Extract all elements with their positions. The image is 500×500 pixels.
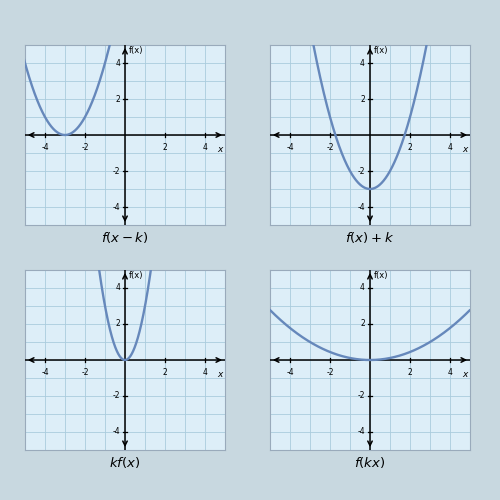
Text: -2: -2 [81, 143, 89, 152]
Text: 2: 2 [162, 143, 168, 152]
Text: -4: -4 [286, 143, 294, 152]
Text: 4: 4 [202, 143, 207, 152]
Text: f(x): f(x) [128, 46, 143, 55]
Text: 4: 4 [360, 284, 365, 292]
Text: -4: -4 [112, 202, 120, 211]
Text: 2: 2 [408, 368, 412, 377]
Text: 2: 2 [115, 94, 120, 104]
Text: 2: 2 [162, 368, 168, 377]
Text: 4: 4 [360, 58, 365, 68]
Text: -4: -4 [358, 202, 365, 211]
Text: $f(kx)$: $f(kx)$ [354, 455, 386, 470]
Text: $f(x-k)$: $f(x-k)$ [101, 230, 149, 245]
Text: 4: 4 [448, 143, 452, 152]
Text: x: x [462, 370, 468, 379]
Text: 2: 2 [115, 320, 120, 328]
Text: -2: -2 [112, 166, 120, 175]
Text: -4: -4 [41, 143, 49, 152]
Text: -2: -2 [326, 143, 334, 152]
Text: f(x): f(x) [374, 46, 388, 55]
Text: -4: -4 [112, 428, 120, 436]
Text: 2: 2 [360, 94, 365, 104]
Text: 4: 4 [202, 368, 207, 377]
Text: $kf(x)$: $kf(x)$ [110, 455, 140, 470]
Text: -2: -2 [326, 368, 334, 377]
Text: 4: 4 [448, 368, 452, 377]
Text: $f(x)+k$: $f(x)+k$ [346, 230, 395, 245]
Text: -2: -2 [112, 392, 120, 400]
Text: 2: 2 [408, 143, 412, 152]
Text: -2: -2 [81, 368, 89, 377]
Text: -2: -2 [358, 166, 365, 175]
Text: -4: -4 [41, 368, 49, 377]
Text: 4: 4 [115, 58, 120, 68]
Text: x: x [218, 370, 223, 379]
Text: x: x [218, 145, 223, 154]
Text: f(x): f(x) [128, 271, 143, 280]
Text: -4: -4 [286, 368, 294, 377]
Text: -2: -2 [358, 392, 365, 400]
Text: x: x [462, 145, 468, 154]
Text: -4: -4 [358, 428, 365, 436]
Text: 4: 4 [115, 284, 120, 292]
Text: f(x): f(x) [374, 271, 388, 280]
Text: 2: 2 [360, 320, 365, 328]
